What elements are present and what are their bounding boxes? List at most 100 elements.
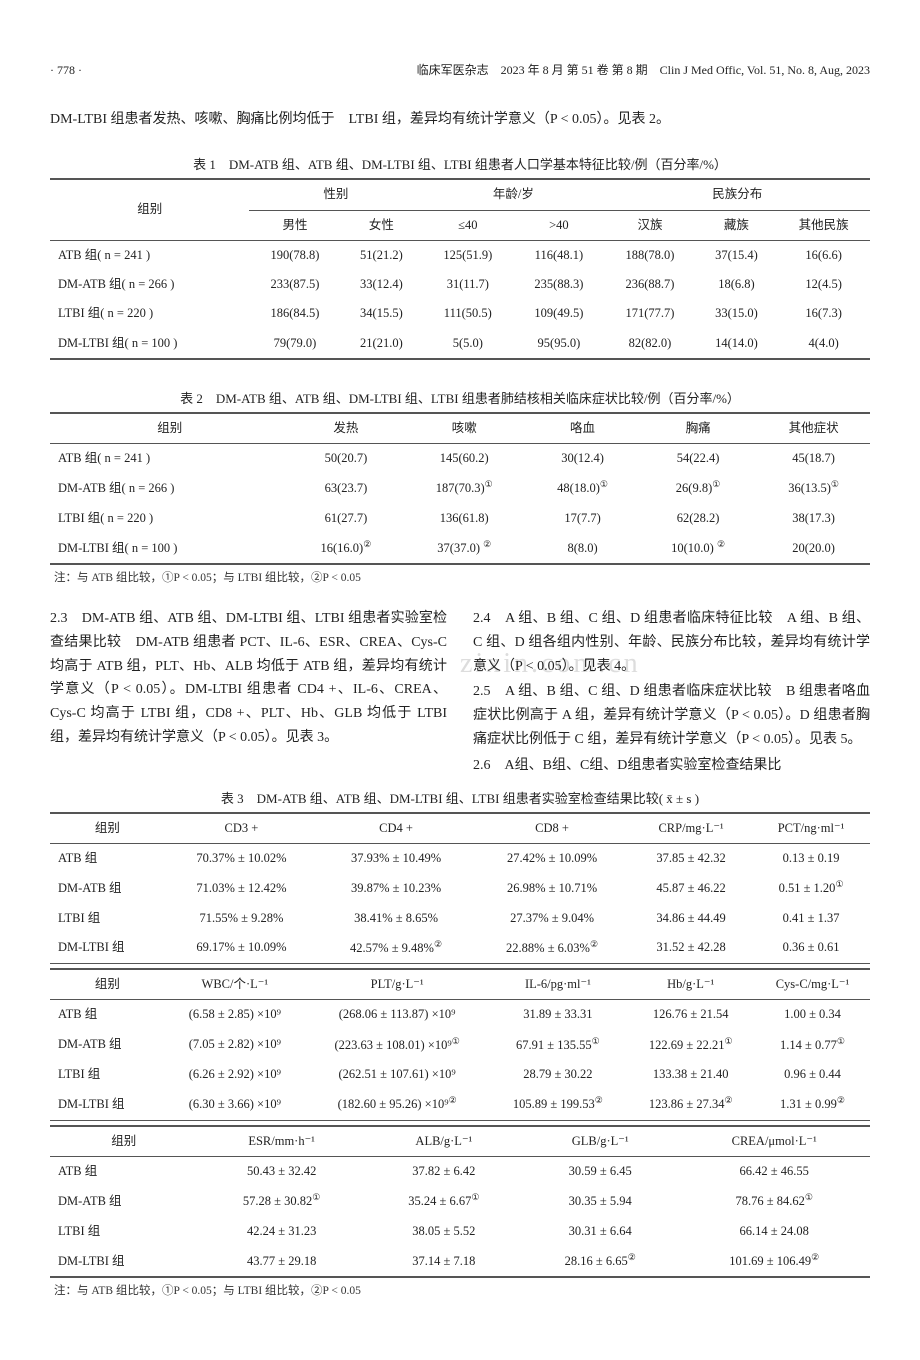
table-row-label: LTBI 组 [50, 1060, 165, 1089]
table-cell: 0.41 ± 1.37 [752, 904, 870, 933]
table-cell: 126.76 ± 21.54 [626, 1000, 755, 1030]
t3a-h-cd3: CD3 + [165, 813, 318, 844]
table-row-label: DM-ATB 组( n = 266 ) [50, 270, 249, 299]
t1-male: 男性 [249, 210, 340, 240]
table-cell: 27.37% ± 9.04% [474, 904, 630, 933]
table-row-label: ATB 组 [50, 1157, 198, 1187]
table-cell: 21(21.0) [341, 329, 423, 359]
t3c-h-glb: GLB/g·L⁻¹ [522, 1126, 678, 1157]
table-cell: 190(78.8) [249, 240, 340, 270]
table-cell: 233(87.5) [249, 270, 340, 299]
table-cell: 71.55% ± 9.28% [165, 904, 318, 933]
table-cell: 31.52 ± 42.28 [630, 933, 752, 964]
t1-other: 其他民族 [777, 210, 870, 240]
table-cell: 34.86 ± 44.49 [630, 904, 752, 933]
table-cell: 45(18.7) [757, 444, 870, 474]
table-row-label: ATB 组( n = 241 ) [50, 240, 249, 270]
t3a-body: ATB 组70.37% ± 10.02%37.93% ± 10.49%27.42… [50, 843, 870, 963]
table-row-label: DM-LTBI 组 [50, 1089, 165, 1120]
table-cell: 1.31 ± 0.99② [755, 1089, 870, 1120]
table-cell: 16(7.3) [777, 299, 870, 328]
table-cell: 63(23.7) [290, 473, 403, 503]
t2-h-other: 其他症状 [757, 413, 870, 444]
table-cell: 78.76 ± 84.62① [678, 1186, 870, 1216]
table-cell: 133.38 ± 21.40 [626, 1060, 755, 1089]
table-cell: 111(50.5) [422, 299, 513, 328]
table3-note: 注：与 ATB 组比较，①P < 0.05；与 LTBI 组比较，②P < 0.… [54, 1282, 870, 1302]
table-cell: 10(10.0) ② [639, 533, 757, 564]
table-cell: 0.96 ± 0.44 [755, 1060, 870, 1089]
t2-h-group: 组别 [50, 413, 290, 444]
body-text: 2.3 DM-ATB 组、ATB 组、DM-LTBI 组、LTBI 组患者实验室… [50, 607, 870, 778]
table-cell: 38.41% ± 8.65% [318, 904, 474, 933]
table-cell: 37.82 ± 6.42 [366, 1157, 522, 1187]
table-cell: 109(49.5) [513, 299, 604, 328]
table3-block-b: 组别 WBC/个·L⁻¹ PLT/g·L⁻¹ IL-6/pg·ml⁻¹ Hb/g… [50, 968, 870, 1121]
table-cell: 66.14 ± 24.08 [678, 1217, 870, 1246]
t1-gt40: >40 [513, 210, 604, 240]
table-cell: 50.43 ± 32.42 [198, 1157, 366, 1187]
table-cell: 5(5.0) [422, 329, 513, 359]
table-cell: 26(9.8)① [639, 473, 757, 503]
table-cell: 33(15.0) [696, 299, 778, 328]
t2-h-hemo: 咯血 [526, 413, 639, 444]
table-cell: 236(88.7) [604, 270, 695, 299]
table-row-label: LTBI 组 [50, 1217, 198, 1246]
table1: 组别 性别 年龄/岁 民族分布 男性 女性 ≤40 >40 汉族 藏族 其他民族… [50, 178, 870, 360]
t3a-h-group: 组别 [50, 813, 165, 844]
table2-title: 表 2 DM-ATB 组、ATB 组、DM-LTBI 组、LTBI 组患者肺结核… [50, 388, 870, 410]
table3-title: 表 3 DM-ATB 组、ATB 组、DM-LTBI 组、LTBI 组患者实验室… [50, 788, 870, 810]
t3b-h-plt: PLT/g·L⁻¹ [305, 969, 490, 1000]
table2-note: 注：与 ATB 组比较，①P < 0.05；与 LTBI 组比较，②P < 0.… [54, 569, 870, 589]
t3b-h-il6: IL-6/pg·ml⁻¹ [489, 969, 626, 1000]
table-cell: (262.51 ± 107.61) ×10⁹ [305, 1060, 490, 1089]
table-cell: 8(8.0) [526, 533, 639, 564]
table-cell: 42.57% ± 9.48%② [318, 933, 474, 964]
t2-body: ATB 组( n = 241 )50(20.7)145(60.2)30(12.4… [50, 444, 870, 565]
table-cell: 31(11.7) [422, 270, 513, 299]
table-cell: 70.37% ± 10.02% [165, 843, 318, 873]
table-cell: 1.14 ± 0.77① [755, 1030, 870, 1060]
table-cell: 37.93% ± 10.49% [318, 843, 474, 873]
table-cell: 30(12.4) [526, 444, 639, 474]
table-cell: 30.59 ± 6.45 [522, 1157, 678, 1187]
t1-gender-span: 性别 [249, 179, 422, 210]
table-cell: 101.69 ± 106.49② [678, 1246, 870, 1277]
table-cell: (6.58 ± 2.85) ×10⁹ [165, 1000, 305, 1030]
t3a-h-cd4: CD4 + [318, 813, 474, 844]
table-cell: 37.14 ± 7.18 [366, 1246, 522, 1277]
table-cell: 31.89 ± 33.31 [489, 1000, 626, 1030]
t2-h-fever: 发热 [290, 413, 403, 444]
table-cell: 0.51 ± 1.20① [752, 873, 870, 903]
table-cell: 48(18.0)① [526, 473, 639, 503]
table-row-label: DM-LTBI 组 [50, 1246, 198, 1277]
table-cell: 30.31 ± 6.64 [522, 1217, 678, 1246]
table-cell: 145(60.2) [402, 444, 526, 474]
page-header: · 778 · 临床军医杂志 2023 年 8 月 第 51 卷 第 8 期 C… [50, 60, 870, 80]
t1-zang: 藏族 [696, 210, 778, 240]
table-row-label: DM-ATB 组 [50, 873, 165, 903]
table-cell: 37.85 ± 42.32 [630, 843, 752, 873]
table-cell: (7.05 ± 2.82) ×10⁹ [165, 1030, 305, 1060]
t3a-h-pct: PCT/ng·ml⁻¹ [752, 813, 870, 844]
table-cell: 18(6.8) [696, 270, 778, 299]
table-cell: 36(13.5)① [757, 473, 870, 503]
t3b-h-cysc: Cys-C/mg·L⁻¹ [755, 969, 870, 1000]
table-cell: 0.36 ± 0.61 [752, 933, 870, 964]
table-cell: 125(51.9) [422, 240, 513, 270]
journal-title: 临床军医杂志 2023 年 8 月 第 51 卷 第 8 期 Clin J Me… [417, 60, 870, 80]
table-cell: 235(88.3) [513, 270, 604, 299]
table-row-label: DM-ATB 组 [50, 1030, 165, 1060]
t1-han: 汉族 [604, 210, 695, 240]
table-cell: 4(4.0) [777, 329, 870, 359]
table-cell: 61(27.7) [290, 504, 403, 533]
table-cell: 186(84.5) [249, 299, 340, 328]
table-row-label: LTBI 组( n = 220 ) [50, 299, 249, 328]
table-cell: 30.35 ± 5.94 [522, 1186, 678, 1216]
table-cell: 26.98% ± 10.71% [474, 873, 630, 903]
table-row-label: DM-ATB 组( n = 266 ) [50, 473, 290, 503]
t1-body: ATB 组( n = 241 )190(78.8)51(21.2)125(51.… [50, 240, 870, 359]
table-cell: 79(79.0) [249, 329, 340, 359]
table-cell: 33(12.4) [341, 270, 423, 299]
table-cell: 71.03% ± 12.42% [165, 873, 318, 903]
